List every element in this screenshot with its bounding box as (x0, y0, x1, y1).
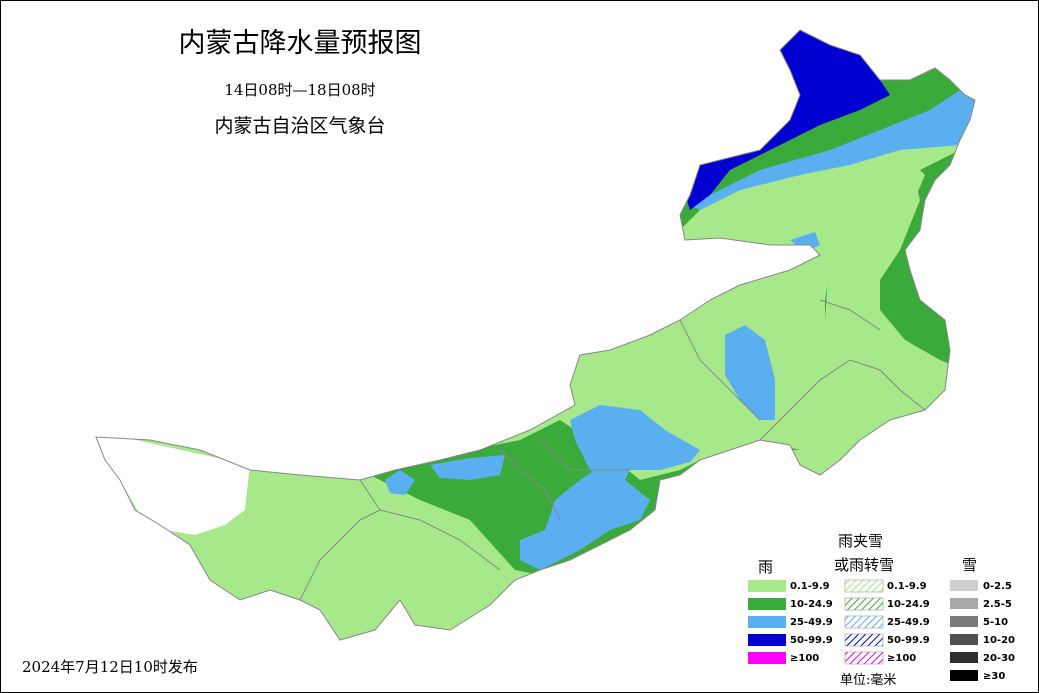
legend-label: 25-49.9 (887, 617, 930, 628)
legend-swatch (950, 652, 978, 663)
legend-swatch (748, 616, 786, 628)
legend-swatch (950, 670, 978, 681)
legend-swatch (844, 633, 884, 647)
legend-label: 50-99.9 (790, 635, 833, 646)
legend-swatch (844, 651, 884, 665)
legend: 雨 雨夹雪 或雨转雪 雪 0.1-9.9 10-24.9 25-49.9 50-… (748, 532, 1015, 688)
legend-label: 10-20 (983, 635, 1015, 646)
legend-label: ≥100 (790, 653, 819, 664)
legend-swatch (844, 579, 884, 593)
period: 14日08时—18日08时 (224, 81, 375, 99)
legend-swatch (748, 652, 786, 664)
legend-swatch (950, 616, 978, 627)
legend-swatch (844, 615, 884, 629)
legend-swatch (950, 634, 978, 645)
legend-label: 2.5-5 (983, 599, 1012, 610)
legend-label: 5-10 (983, 617, 1008, 628)
legend-label: 25-49.9 (790, 617, 833, 628)
unit: 单位:毫米 (840, 672, 896, 688)
legend-label: ≥100 (887, 653, 916, 664)
legend-swatch (844, 597, 884, 611)
legend-label: 0-2.5 (983, 581, 1012, 592)
legend-label: 0.1-9.9 (790, 581, 830, 592)
legend-label: 20-30 (983, 653, 1015, 664)
legend-label: 10-24.9 (790, 599, 833, 610)
legend-swatch (950, 598, 978, 609)
legend-label: 0.1-9.9 (887, 581, 927, 592)
issue-time: 2024年7月12日10时发布 (22, 658, 198, 676)
legend-swatch (748, 580, 786, 592)
legend-label: 50-99.9 (887, 635, 930, 646)
legend-label: 10-24.9 (887, 599, 930, 610)
legend-swatch (748, 598, 786, 610)
legend-snow-title: 雪 (962, 556, 977, 574)
legend-swatch (950, 580, 978, 591)
legend-rain-title: 雨 (758, 558, 773, 576)
legend-label: ≥30 (983, 671, 1005, 682)
title: 内蒙古降水量预报图 (179, 28, 422, 59)
legend-mixed-title: 或雨转雪 (834, 556, 894, 574)
legend-swatch (748, 634, 786, 646)
issuer: 内蒙古自治区气象台 (214, 115, 385, 137)
legend-mixed-title: 雨夹雪 (838, 532, 883, 550)
